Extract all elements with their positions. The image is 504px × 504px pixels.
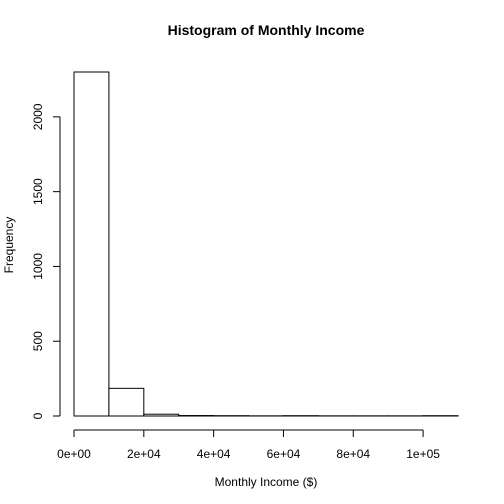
x-tick-label-4: 8e+04 [336, 447, 370, 461]
y-tick-label-0: 0 [31, 412, 45, 419]
x-axis: 0e+00 2e+04 4e+04 6e+04 8e+04 1e+05 [57, 429, 440, 461]
y-tick-label-2: 1000 [31, 253, 45, 280]
x-tick-label-2: 4e+04 [197, 447, 231, 461]
x-tick-label-3: 6e+04 [267, 447, 301, 461]
histogram-bar-1 [108, 387, 145, 417]
x-tick-label-0: 0e+00 [57, 447, 91, 461]
histogram-bar-0 [73, 71, 110, 417]
bars-group [73, 71, 459, 417]
x-tick-label-5: 1e+05 [406, 447, 440, 461]
chart-title: Histogram of Monthly Income [168, 22, 365, 38]
y-axis: 0 500 1000 1500 2000 [31, 103, 61, 419]
y-tick-label-4: 2000 [31, 103, 45, 130]
histogram-bar-2 [143, 413, 180, 417]
y-tick-label-3: 1500 [31, 178, 45, 205]
x-tick-label-1: 2e+04 [127, 447, 161, 461]
y-axis-label: Frequency [2, 217, 16, 274]
y-tick-label-1: 500 [31, 331, 45, 351]
x-axis-label: Monthly Income ($) [215, 475, 318, 489]
